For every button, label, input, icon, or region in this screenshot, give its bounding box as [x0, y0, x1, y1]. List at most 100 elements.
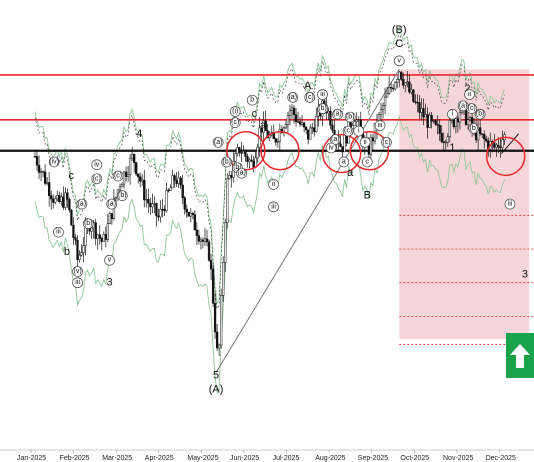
candle-body — [468, 117, 472, 120]
candle-body — [98, 234, 101, 239]
wave-label-ring — [342, 125, 354, 137]
candle-body — [126, 174, 130, 177]
candle-body — [436, 124, 439, 126]
wave-label-ring — [72, 266, 83, 277]
candle-body — [118, 186, 122, 191]
wave-label-ring — [116, 190, 128, 202]
x-tick-label: Jun-2025 — [230, 455, 259, 462]
wave-label-ring — [325, 142, 337, 154]
candle-body — [90, 227, 93, 232]
candle-body — [222, 262, 225, 296]
candle-body — [307, 129, 310, 140]
wave-label: (B) — [392, 24, 407, 36]
candle-body — [394, 82, 397, 90]
candles-layer — [33, 70, 506, 356]
candle-body — [58, 195, 61, 202]
wave-label: i — [358, 128, 360, 135]
candle-body — [114, 196, 118, 200]
candle-body — [163, 209, 166, 212]
wave-label: (a) — [333, 111, 342, 118]
wave-label: (a) — [237, 170, 246, 177]
candle-body — [173, 175, 176, 181]
candle-body — [339, 143, 342, 147]
bands-layer — [34, 25, 505, 395]
wave-label: iii — [56, 229, 61, 236]
up-arrow-icon — [510, 343, 530, 368]
wave-label: 4 — [136, 128, 142, 140]
candle-body — [122, 171, 126, 185]
wave-label: (i) — [232, 108, 238, 115]
wave-label: (a) — [107, 201, 116, 208]
candle-body — [230, 175, 233, 178]
candle-body — [108, 213, 112, 224]
wave-label: (a) — [214, 139, 223, 146]
wave-label-ring — [338, 156, 350, 168]
candle-body — [76, 239, 79, 260]
candle-body — [64, 192, 67, 208]
candle-body — [70, 209, 73, 226]
candle-body — [309, 127, 312, 140]
wave-label-ring — [268, 201, 279, 213]
candle-body — [50, 195, 53, 200]
candle-body — [369, 137, 373, 155]
candle-body — [201, 239, 205, 242]
wave-label: c — [252, 108, 258, 120]
wave-label: iv — [329, 144, 335, 151]
wave-label: (b) — [118, 192, 127, 199]
x-tick-label: Jul-2025 — [273, 455, 300, 462]
candle-body — [274, 138, 277, 143]
candle-body — [444, 141, 447, 144]
candle-body — [153, 203, 156, 205]
candle-body — [244, 150, 247, 157]
wave-label-ring — [91, 173, 103, 185]
candle-body — [353, 121, 356, 126]
wave-label: ii — [364, 139, 368, 146]
levels-layer — [0, 74, 534, 152]
wave-label-ring — [229, 117, 241, 129]
wave-label-ring — [112, 170, 124, 182]
candle-body — [246, 156, 249, 162]
wave-label: iii — [508, 201, 513, 208]
candle-body — [137, 173, 140, 178]
candle-body — [276, 141, 279, 143]
x-tick-label: Nov-2025 — [443, 455, 473, 462]
wave-label-ring — [361, 156, 373, 168]
candle-body — [355, 119, 358, 122]
wave-label: i — [452, 111, 454, 118]
candle-body — [120, 183, 124, 188]
wave-label: 1 — [449, 142, 455, 154]
candle-body — [80, 252, 83, 256]
wave-label-ring — [91, 159, 103, 171]
wave-label: a — [342, 158, 346, 165]
candle-body — [313, 127, 316, 133]
wave-label: (c) — [344, 128, 352, 135]
wave-label: (b) — [318, 105, 327, 112]
x-tick-label: Sep-2025 — [358, 455, 388, 462]
upper-band — [34, 25, 505, 305]
wave-label-ring — [504, 198, 516, 210]
candle-body — [250, 159, 253, 162]
wave-label-ring — [76, 198, 88, 210]
candle-body — [300, 122, 304, 125]
candle-body — [424, 114, 427, 118]
buy-signal-button[interactable] — [506, 333, 534, 378]
candle-body — [412, 89, 415, 102]
candle-body — [481, 133, 484, 135]
wave-label: ii — [272, 181, 276, 188]
wave-label: iii — [271, 203, 276, 210]
candle-body — [438, 125, 441, 134]
wave-label: (b) — [476, 111, 485, 118]
candle-body — [392, 87, 395, 90]
candle-body — [248, 159, 251, 162]
candle-body — [189, 213, 192, 217]
candle-body — [499, 146, 502, 149]
wave-label: (b) — [222, 158, 231, 165]
wave-label: (c) — [231, 119, 239, 126]
candle-body — [54, 198, 57, 203]
candle-body — [181, 184, 184, 199]
candle-body — [456, 118, 460, 123]
candle-body — [385, 93, 389, 98]
candle-body — [128, 157, 132, 175]
candle-body — [296, 121, 300, 123]
